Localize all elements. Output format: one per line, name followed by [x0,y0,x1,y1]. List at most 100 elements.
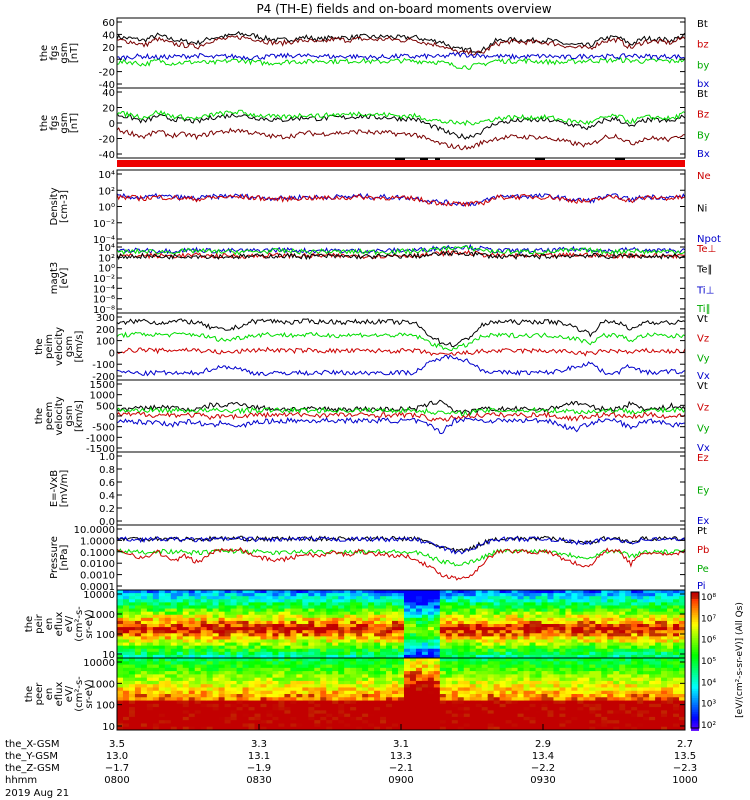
spectrogram-cell [403,671,411,675]
spectrogram-cell [170,605,178,610]
spectrogram-cell [505,707,513,711]
spectrogram-cell [374,639,381,644]
spectrogram-cell [236,671,244,675]
spectrogram-cell [248,707,256,711]
spectrogram-cell [266,630,273,634]
spectrogram-cell [194,680,202,685]
spectrogram-cell [553,694,560,698]
spectrogram-cell [290,645,297,650]
spectrogram-cell [122,687,130,692]
spectrogram-cell [362,716,369,721]
spectrogram-cell [409,614,417,619]
spectrogram-cell [140,648,148,653]
spectrogram-cell [595,633,602,637]
spectrogram-cell [475,710,483,715]
spectrogram-cell [637,608,644,613]
spectrogram-cell [631,593,638,597]
spectrogram-cell [451,645,459,650]
spectrogram-cell [380,677,387,682]
spectrogram-cell [589,633,596,637]
spectrogram-cell [338,667,345,672]
spectrogram-cell [380,661,387,666]
spectrogram-cell [254,661,261,666]
spectrogram-cell [200,627,208,631]
legend-entry: Vx [697,371,710,382]
spectrogram-cell [637,720,644,724]
spectrogram-cell [535,720,543,724]
spectrogram-cell [248,599,256,603]
spectrogram-cell [368,713,375,718]
spectrogram-cell [511,710,519,715]
spectrogram-cell [374,726,381,731]
spectrogram-cell [146,651,154,656]
spectrogram-cell [625,599,632,603]
y-tick-label: 40 [102,88,115,99]
spectrogram-cell [535,633,543,637]
spectrogram-cell [457,713,465,718]
spectrogram-cell [122,680,130,685]
colorbar-cell [691,603,699,607]
spectrogram-cell [248,658,256,662]
colorbar-cell [691,700,699,704]
spectrogram-cell [290,690,297,695]
spectrogram-cell [613,642,620,647]
spectrogram-cell [655,667,662,672]
spectrogram-cell [308,617,315,622]
spectrogram-cell [463,694,471,698]
spectrogram-cell [272,674,279,679]
spectrogram-cell [284,658,291,662]
spectrogram-cell [595,658,602,662]
spectrogram-cell [625,658,632,662]
spectrogram-cell [577,707,584,711]
spectrogram-cell [260,716,267,721]
spectrogram-cell [224,599,232,603]
spectrogram-cell [368,648,375,653]
spectrogram-cell [284,620,291,625]
spectrogram-cell [481,707,489,711]
spectrogram-cell [499,611,507,616]
spectrogram-cell [541,596,548,600]
spectrogram-cell [284,661,291,666]
spectrogram-cell [559,720,566,724]
spectrogram-cell [409,590,417,594]
spectrogram-cell [595,694,602,698]
spectrogram-cell [380,639,387,644]
spectrogram-cell [218,710,226,715]
spectrogram-cell [421,648,429,653]
spectrogram-cell [122,720,130,724]
spectrogram-cell [338,627,345,631]
spectrogram-cell [392,710,399,715]
spectrogram-cell [649,642,656,647]
legend-entry: Pb [697,545,709,556]
spectrogram-cell [577,690,584,695]
spectrogram-cell [380,648,387,653]
spectrogram-cell [230,630,238,634]
spectrogram-cell [128,726,136,731]
spectrogram-cell [117,713,124,718]
spectrogram-cell [314,605,321,610]
spectrogram-cell [266,590,273,594]
panel-pressure: 10.00001.00000.10000.01000.00100.0001Pre… [49,524,709,593]
colorbar-cell [691,661,699,665]
spectrogram-cell [224,671,232,675]
spectrogram-cell [667,716,674,721]
spectrogram-cell [320,694,327,698]
spectrogram-cell [463,605,471,610]
y-tick-label: 1.0000 [80,536,115,547]
spectrogram-cell [176,590,184,594]
spectrogram-cell [164,614,172,619]
spectrogram-cell [374,713,381,718]
spectrogram-cell [493,651,501,656]
spectrogram-cell [188,674,196,679]
spectrogram-cell [242,713,250,718]
spectrogram-cell [541,645,548,650]
spectrogram-cell [170,661,178,666]
spectrogram-cell [356,602,363,606]
spectrogram-cell [308,680,315,685]
spectrogram-cell [152,648,160,653]
spectrogram-cell [338,639,345,644]
spectrogram-cell [673,630,680,634]
spectrogram-cell [218,608,226,613]
spectrogram-cell [284,648,291,653]
spectrogram-cell [350,639,357,644]
